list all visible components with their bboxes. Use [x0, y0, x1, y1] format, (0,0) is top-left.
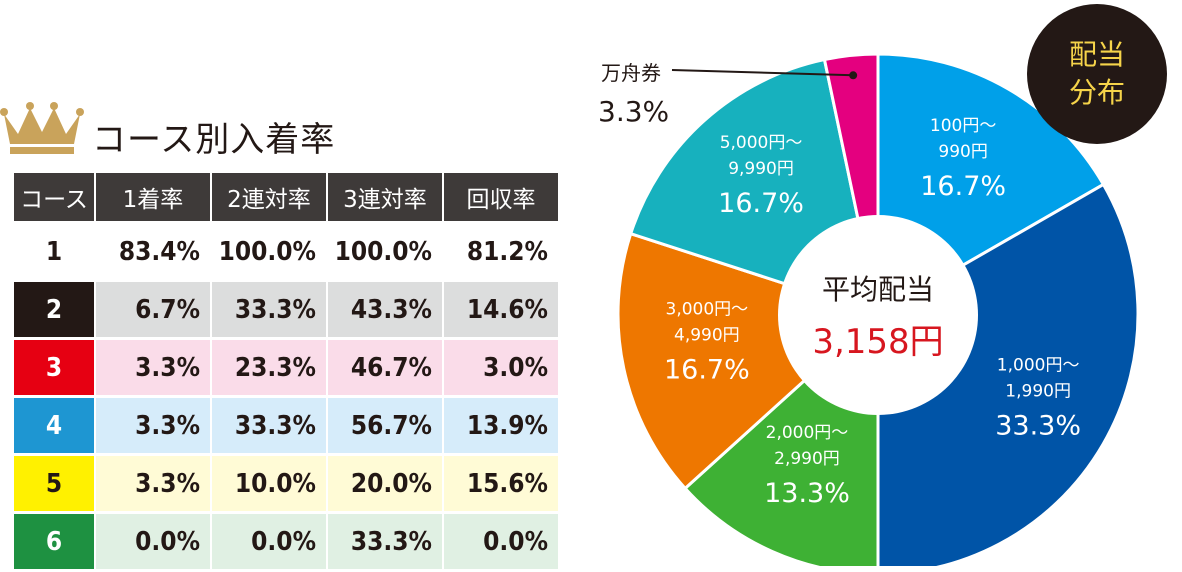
table-row: 1 83.4% 100.0% 100.0% 81.2%	[14, 224, 558, 279]
slice-range-start: 2,000円〜	[766, 423, 849, 443]
table-row: 4 3.3% 33.3% 56.7% 13.9%	[14, 398, 558, 453]
course-number-cell: 5	[14, 456, 94, 511]
win-rate-cell: 3.3%	[96, 398, 210, 453]
win-rate-cell: 6.7%	[96, 282, 210, 337]
badge-line2: 分布	[1068, 76, 1125, 109]
table-row: 2 6.7% 33.3% 43.3% 14.6%	[14, 282, 558, 337]
average-payout-title: 平均配当	[821, 272, 934, 306]
slice-pct-label: 16.7%	[718, 188, 804, 219]
header-course: コース	[14, 173, 94, 221]
top3-rate-cell: 46.7%	[328, 340, 442, 395]
mansho-leader-dot	[849, 71, 858, 80]
top3-rate-cell: 20.0%	[328, 456, 442, 511]
average-payout-circle: 平均配当 3,158円	[778, 215, 978, 415]
recovery-rate-cell: 14.6%	[444, 282, 558, 337]
slice-range-end: 1,990円	[1005, 382, 1071, 402]
course-stats-table: コース 1着率 2連対率 3連対率 回収率 1 83.4% 100.0% 100.0%…	[12, 170, 560, 572]
table-row: 3 3.3% 23.3% 46.7% 3.0%	[14, 340, 558, 395]
slice-range-start: 3,000円〜	[666, 300, 749, 320]
slice-range-end: 990円	[938, 142, 987, 162]
table-row: 5 3.3% 10.0% 20.0% 15.6%	[14, 456, 558, 511]
header-recovery-rate: 回収率	[444, 173, 558, 221]
recovery-rate-cell: 3.0%	[444, 340, 558, 395]
table-title: コース別入着率	[92, 120, 336, 160]
recovery-rate-cell: 13.9%	[444, 398, 558, 453]
course-number-cell: 6	[14, 514, 94, 569]
slice-range-start: 100円〜	[930, 116, 996, 136]
top2-rate-cell: 0.0%	[212, 514, 326, 569]
slice-range-start: 5,000円〜	[720, 133, 803, 153]
slice-range-start: 1,000円〜	[997, 356, 1080, 376]
slice-pct-label: 16.7%	[664, 355, 750, 386]
header-win-rate: 1着率	[96, 173, 210, 221]
win-rate-cell: 83.4%	[96, 224, 210, 279]
top2-rate-cell: 33.3%	[212, 398, 326, 453]
slice-pct-label: 13.3%	[764, 478, 850, 509]
top2-rate-cell: 10.0%	[212, 456, 326, 511]
crown-icon	[0, 102, 84, 154]
top3-rate-cell: 100.0%	[328, 224, 442, 279]
slice-range-end: 9,990円	[728, 159, 794, 179]
win-rate-cell: 0.0%	[96, 514, 210, 569]
recovery-rate-cell: 15.6%	[444, 456, 558, 511]
win-rate-cell: 3.3%	[96, 340, 210, 395]
top2-rate-cell: 100.0%	[212, 224, 326, 279]
header-top2-rate: 2連対率	[212, 173, 326, 221]
top3-rate-cell: 43.3%	[328, 282, 442, 337]
slice-label-mansho: 万舟券	[601, 61, 661, 85]
course-number-cell: 4	[14, 398, 94, 453]
win-rate-cell: 3.3%	[96, 456, 210, 511]
badge-line1: 配当	[1068, 38, 1125, 71]
slice-range-end: 4,990円	[674, 326, 740, 346]
recovery-rate-cell: 81.2%	[444, 224, 558, 279]
payout-distribution-badge: 配当 分布	[1027, 4, 1167, 144]
course-number-cell: 3	[14, 340, 94, 395]
average-payout-value: 3,158円	[812, 321, 944, 362]
slice-pct-mansho: 3.3%	[598, 95, 670, 128]
table-header-row: コース 1着率 2連対率 3連対率 回収率	[14, 173, 558, 221]
top3-rate-cell: 33.3%	[328, 514, 442, 569]
recovery-rate-cell: 0.0%	[444, 514, 558, 569]
slice-range-end: 2,990円	[774, 449, 840, 469]
top2-rate-cell: 33.3%	[212, 282, 326, 337]
mansho-leader-line	[671, 69, 854, 77]
top3-rate-cell: 56.7%	[328, 398, 442, 453]
slice-pct-label: 16.7%	[920, 171, 1006, 202]
course-number-cell: 2	[14, 282, 94, 337]
table-row: 6 0.0% 0.0% 33.3% 0.0%	[14, 514, 558, 569]
top2-rate-cell: 23.3%	[212, 340, 326, 395]
course-number-cell: 1	[14, 224, 94, 279]
slice-pct-label: 33.3%	[995, 411, 1081, 442]
header-top3-rate: 3連対率	[328, 173, 442, 221]
